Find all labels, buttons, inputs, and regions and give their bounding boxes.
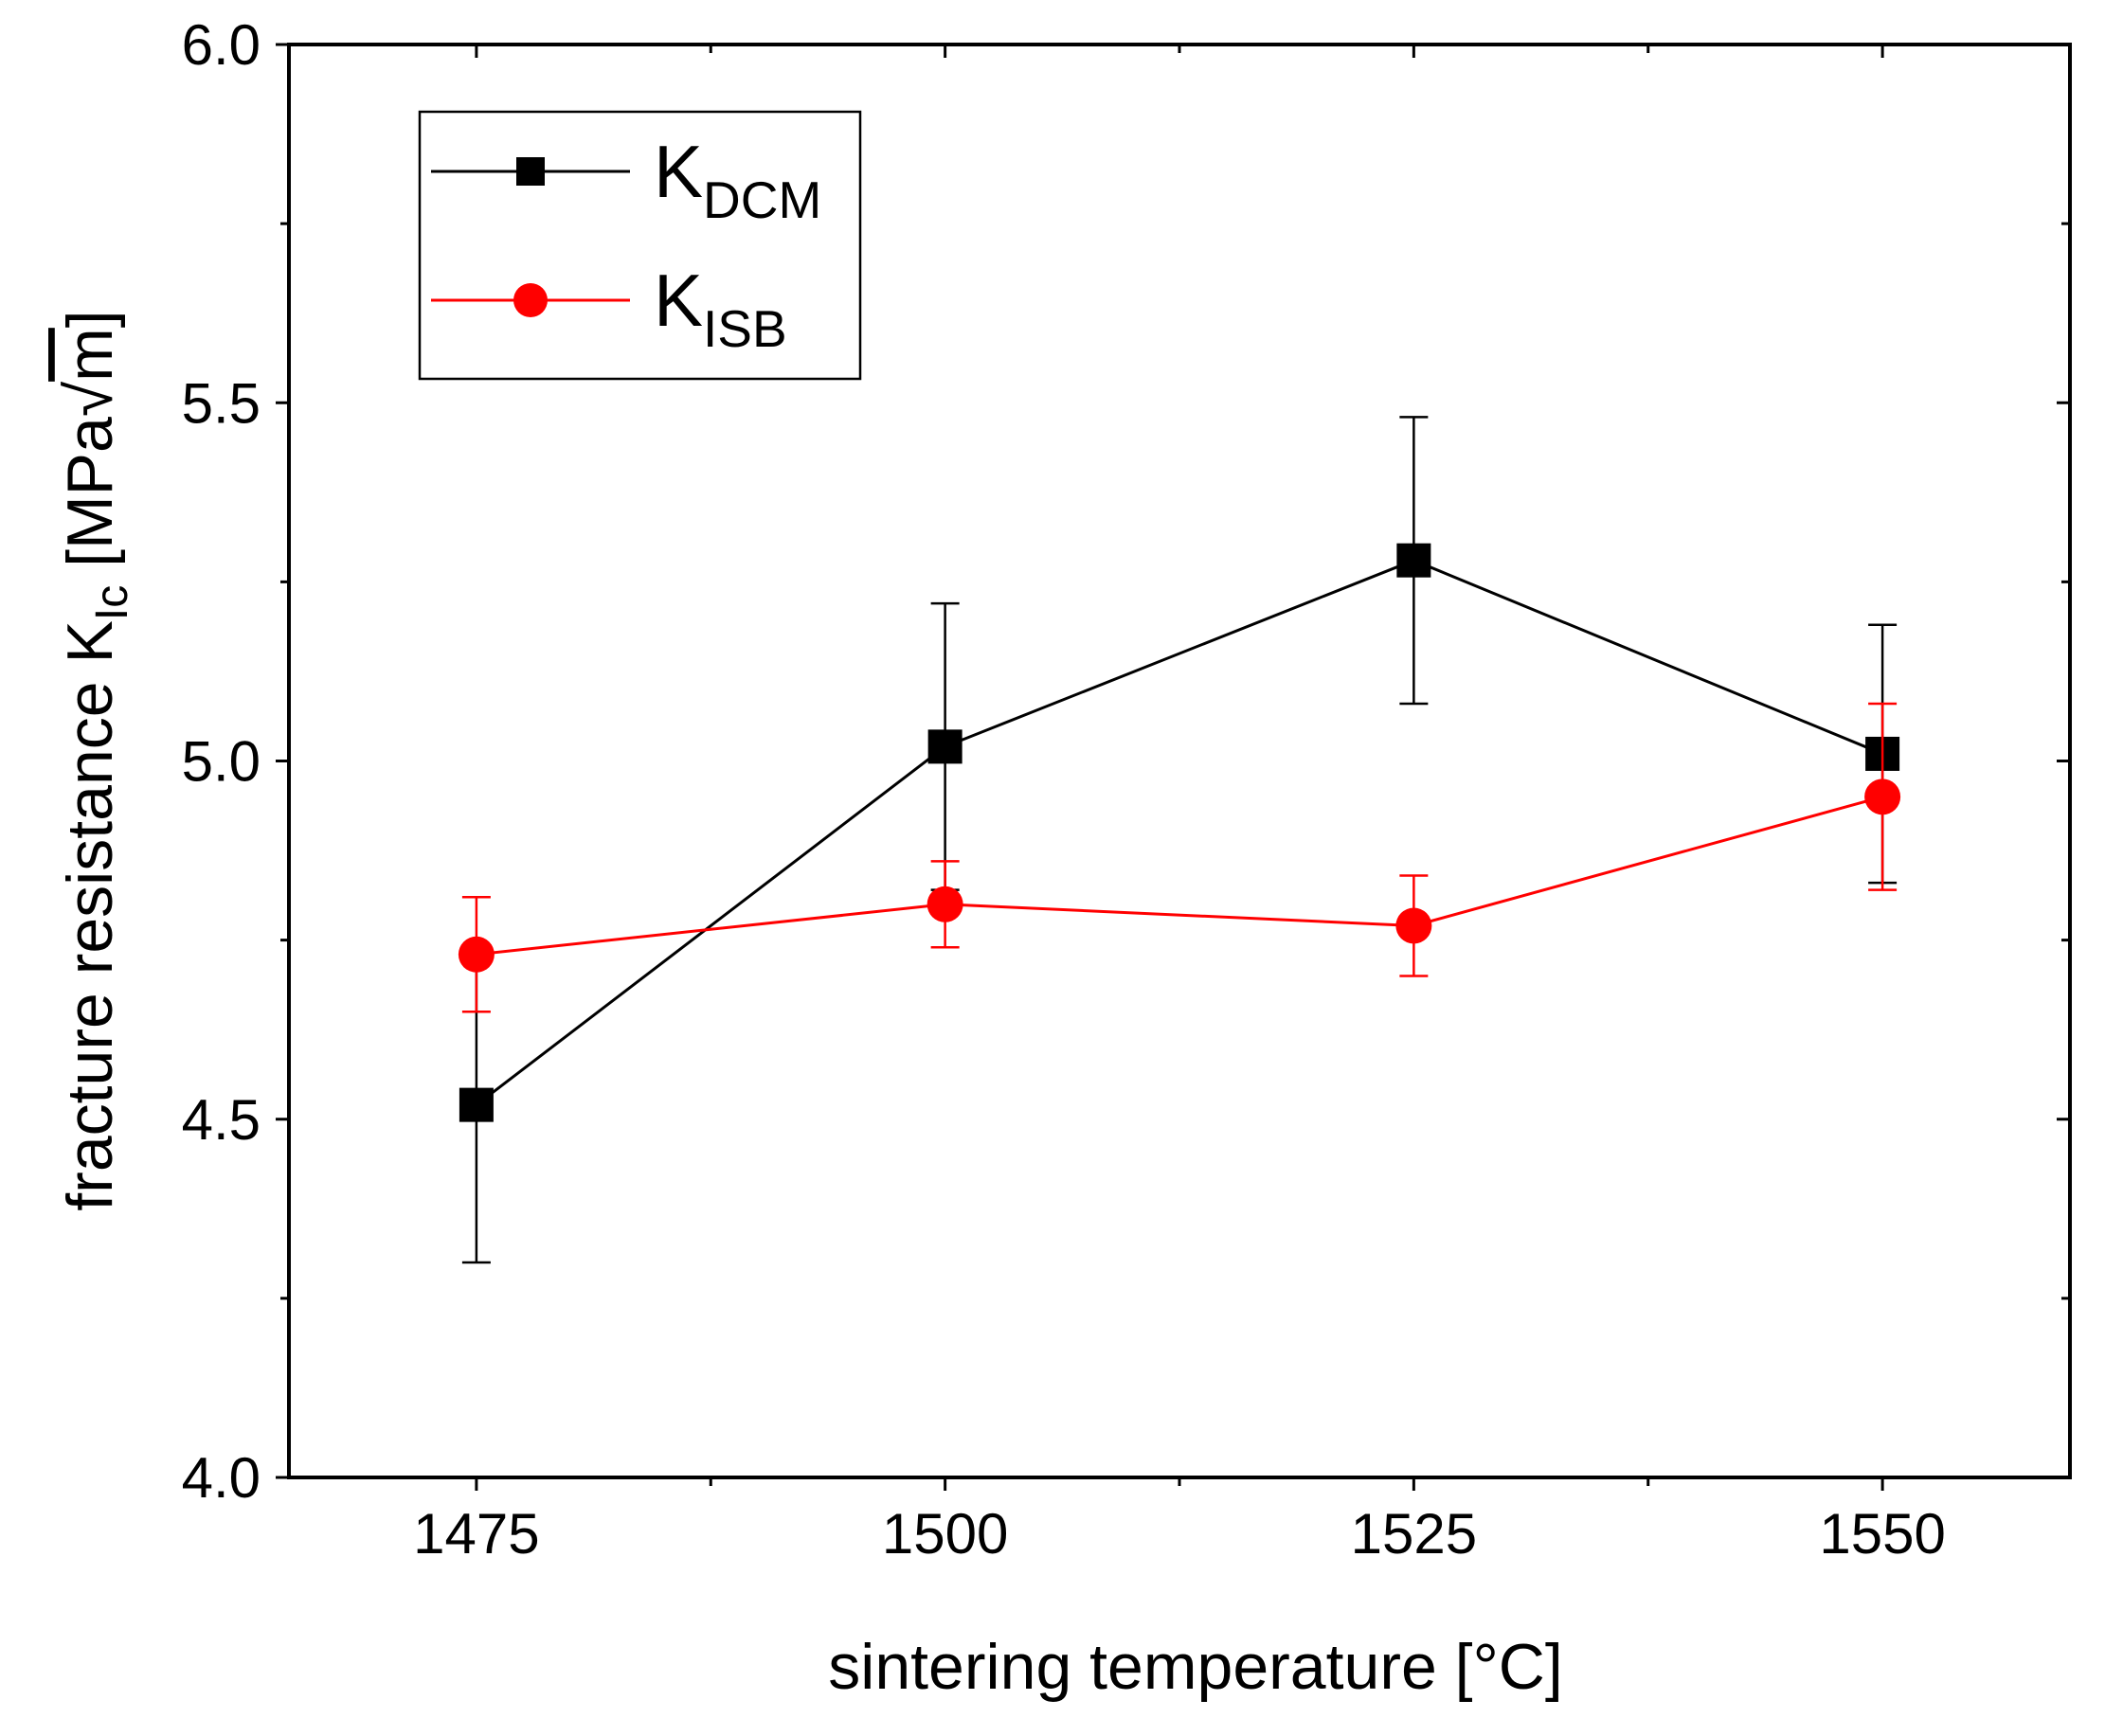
y-tick-label: 5.5 xyxy=(182,371,261,435)
data-point xyxy=(1396,543,1431,578)
x-tick-label: 1550 xyxy=(1819,1502,1945,1566)
data-point xyxy=(927,729,963,764)
x-tick-label: 1525 xyxy=(1351,1502,1477,1566)
legend-marker-dcm xyxy=(516,157,545,186)
data-point xyxy=(1395,907,1432,944)
data-point xyxy=(458,936,495,973)
y-tick-label: 4.5 xyxy=(182,1088,261,1152)
data-point xyxy=(927,886,963,922)
data-point xyxy=(1864,779,1901,815)
x-tick-label: 1475 xyxy=(413,1502,539,1566)
legend-label-isb: KISB xyxy=(654,259,787,358)
y-tick-label: 5.0 xyxy=(182,730,261,794)
series-line xyxy=(476,795,1883,957)
series-line xyxy=(475,559,1883,1106)
legend-label-dcm: KDCM xyxy=(654,130,821,229)
axes: 4.0 4.5 5.0 5.5 6.0 1475 1500 1525 1550 xyxy=(182,13,2070,1566)
y-tick-label: 6.0 xyxy=(182,13,261,77)
y-axis-title: fracture resistance KIc [MPa√m] xyxy=(54,310,137,1210)
series-isb xyxy=(458,702,1901,1013)
x-axis-title: sintering temperature [°C] xyxy=(828,1631,1563,1703)
series-layer xyxy=(458,416,1901,1264)
legend: KDCM KISB xyxy=(418,110,862,381)
legend-box xyxy=(418,110,862,381)
y-tick-label: 4.0 xyxy=(182,1446,261,1510)
legend-marker-isb xyxy=(513,283,548,317)
data-point xyxy=(459,1087,494,1122)
x-tick-label: 1500 xyxy=(882,1502,1008,1566)
